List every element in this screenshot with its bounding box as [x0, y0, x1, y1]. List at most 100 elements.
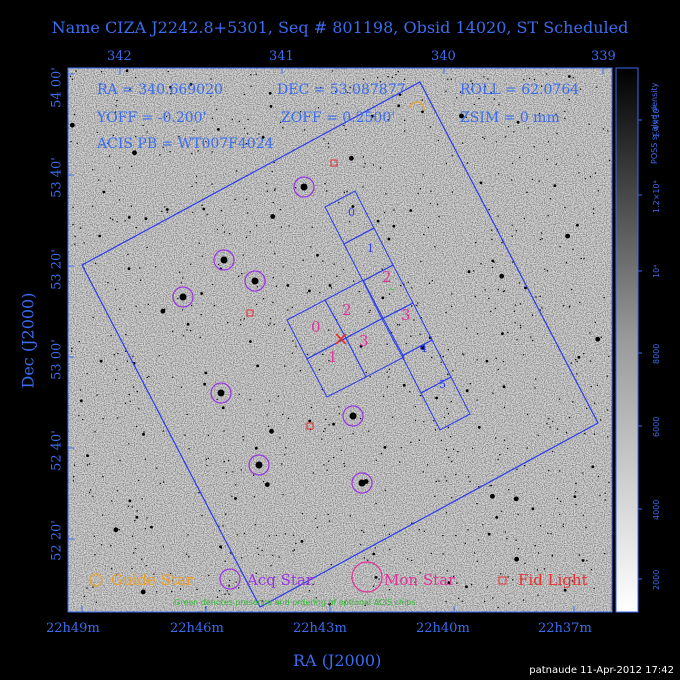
top-tick-label: 341 [269, 49, 294, 64]
star [596, 384, 599, 386]
star [255, 73, 257, 76]
star [474, 295, 476, 298]
star [113, 354, 116, 356]
star [368, 311, 370, 313]
star [392, 416, 394, 418]
info-ra: RA = 340.669020 [97, 82, 223, 98]
star [440, 439, 443, 442]
star [320, 86, 322, 89]
star [249, 340, 252, 343]
star [95, 601, 98, 603]
star [564, 206, 566, 209]
star [72, 206, 74, 208]
star [342, 268, 345, 271]
bright-star [251, 277, 259, 285]
star [411, 559, 413, 562]
star [519, 327, 522, 329]
star [442, 534, 444, 537]
star [471, 82, 474, 85]
star [242, 435, 244, 438]
star [386, 343, 388, 345]
star [262, 298, 265, 300]
star [608, 355, 610, 358]
left-tick-label: 52 20' [49, 520, 65, 561]
star [516, 468, 518, 470]
star [328, 460, 330, 462]
star [88, 491, 91, 494]
star [316, 253, 319, 257]
star [432, 420, 435, 422]
star [602, 128, 605, 130]
star [270, 214, 276, 219]
bright-star [300, 183, 308, 191]
star [430, 552, 433, 555]
star [328, 146, 330, 148]
star [69, 122, 75, 128]
footer-credit: patnaude 11-Apr-2012 17:42 [529, 665, 674, 676]
star [182, 277, 184, 279]
star [71, 347, 73, 349]
acis-i-chip-label: 3 [359, 332, 369, 350]
bottom-tick-label: 22h46m [170, 621, 224, 636]
star [422, 110, 424, 113]
star [326, 469, 328, 471]
star [224, 560, 226, 562]
star [362, 156, 365, 158]
star [467, 270, 471, 274]
star [216, 596, 219, 598]
star [487, 78, 489, 80]
star [325, 418, 327, 420]
star [70, 141, 72, 143]
star [95, 262, 97, 265]
star [482, 136, 484, 138]
star [501, 332, 504, 335]
star [359, 417, 362, 420]
star [451, 155, 453, 157]
star [363, 557, 365, 559]
star [547, 215, 549, 217]
star [450, 305, 453, 308]
star [76, 142, 78, 144]
star [574, 490, 577, 493]
star [180, 282, 182, 284]
star [456, 97, 458, 99]
star [234, 497, 237, 500]
star [564, 117, 566, 120]
star [372, 164, 375, 166]
star [395, 73, 397, 76]
star [208, 574, 210, 577]
star [493, 98, 496, 100]
legend-guide-symbol [89, 573, 103, 587]
star [171, 330, 174, 332]
star [234, 198, 236, 201]
colorbar-tick-label: 4000 [652, 499, 661, 520]
colorbar-tick-label: 1.2×10⁴ [652, 180, 661, 213]
star [165, 208, 169, 211]
star [86, 373, 88, 375]
star [282, 127, 284, 129]
star [256, 286, 258, 288]
star [411, 287, 413, 289]
star [501, 242, 503, 244]
star [133, 552, 135, 554]
star [82, 418, 84, 421]
star [490, 310, 492, 313]
star [519, 303, 522, 305]
star [517, 513, 519, 516]
star [216, 108, 218, 111]
star [135, 515, 139, 519]
star [200, 314, 202, 316]
star [539, 579, 541, 581]
star [205, 141, 207, 143]
star [191, 185, 193, 188]
star [131, 535, 134, 537]
star [405, 343, 407, 345]
star [451, 293, 453, 295]
star [478, 486, 480, 488]
star [302, 259, 304, 261]
star [429, 126, 431, 128]
star [488, 297, 490, 300]
star [138, 408, 140, 410]
star [292, 340, 294, 342]
star [517, 548, 520, 550]
